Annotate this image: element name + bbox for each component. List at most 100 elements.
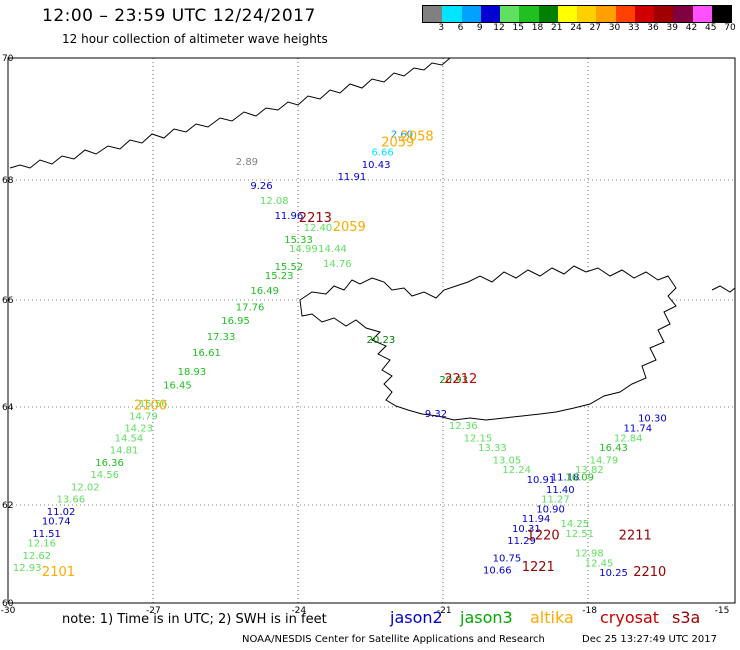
wave-height-value: 10.74 [42,517,71,528]
wave-height-value: 14.99 [289,244,318,255]
wave-height-value: 10.43 [362,160,391,171]
legend-swatch [596,6,616,22]
pass-time-label: 2059 [333,220,366,235]
longitude-label: -15 [715,606,730,616]
legend-label: 9 [476,23,483,33]
pass-time-label: 2210 [633,565,666,580]
wave-height-value: 18.93 [178,367,207,378]
legend-altika: altika [530,608,574,627]
wave-height-value: 14.56 [90,470,119,481]
wave-height-value: 14.23 [124,424,153,435]
wave-height-value: 11.74 [624,424,653,435]
legend-label: 36 [647,23,659,33]
longitude-label: -27 [146,606,161,616]
legend-label: 45 [705,23,717,33]
longitude-label: -21 [437,606,452,616]
wave-height-value: 15.56 [139,399,168,410]
wave-height-value: 12.24 [502,465,531,476]
timestamp: Dec 25 13:27:49 UTC 2017 [582,634,717,645]
wave-height-value: 15.23 [265,271,294,282]
pass-time-label: 2100 [134,398,167,413]
wave-height-value: 10.25 [599,568,628,579]
wave-height-value: 16.45 [163,380,192,391]
legend-label: 27 [589,23,601,33]
wave-height-value: 14.25 [561,519,590,530]
wave-height-value: 12.45 [585,558,614,569]
latitude-labels: 70 68 66 64 62 60 [2,54,14,609]
legend-label: 24 [570,23,582,33]
legend-label: 39 [666,23,678,33]
wave-height-value: 12.84 [614,433,643,444]
legend-swatch [711,6,731,22]
wave-height-value: 10.91 [527,475,556,486]
wave-height-value: 16.09 [565,473,594,484]
wave-height-value: 11.96 [275,211,304,222]
latitude-label: 70 [2,54,14,64]
wave-height-value: 16.95 [221,316,250,327]
iceland-coastline [299,265,677,421]
legend-label: 12 [493,23,505,33]
wave-height-value: 10.75 [493,553,522,564]
wave-height-value: 12.02 [71,482,100,493]
wave-height-value: 12.62 [23,551,52,562]
legend-label: 42 [685,23,698,33]
legend-swatch [634,6,654,22]
map-frame [7,57,736,604]
wave-height-value: 11.02 [47,507,76,518]
wave-height-value: 12.36 [449,421,478,432]
legend-label: 6 [457,23,464,33]
legend-swatch [654,6,674,22]
wave-height-value: 15.33 [284,235,313,246]
longitude-label: -24 [291,606,306,616]
longitude-label: -18 [582,606,597,616]
page-title: 12:00 – 23:59 UTC 12/24/2017 [42,6,316,26]
wave-height-value: 20.23 [367,335,396,346]
legend-label: 18 [531,23,544,33]
wave-height-value: 11.94 [522,514,551,525]
legend-swatch [538,6,558,22]
legend-swatch [557,6,577,22]
wave-height-value: 10.66 [483,566,512,577]
wave-height-value: 11.91 [338,172,367,183]
legend-swatch [673,6,693,22]
wave-height-value: 16.43 [599,443,628,454]
legend-label: 3 [438,23,445,33]
legend-label: 70 [724,23,736,33]
longitude-label: -30 [1,606,16,616]
wave-height-value: 2.60 [391,129,413,140]
latitude-label: 66 [2,296,14,306]
legend-cryosat: cryosat [600,608,660,627]
wave-height-value: 13.05 [493,455,522,466]
wave-height-value: 14.79 [590,455,619,466]
wave-height-value: 12.93 [13,563,42,574]
legend-swatch [615,6,635,22]
latitude-label: 62 [2,501,13,511]
wave-height-labels: 2.606.6610.4311.912.899.2612.0811.9612.4… [13,129,667,579]
legend-s3a: s3a [672,608,701,627]
wave-height-value: 16.49 [250,286,279,297]
wave-height-value: 14.54 [115,433,144,444]
latitude-label: 64 [2,403,14,413]
legend-jason2: jason2 [390,608,443,627]
legend-jason3: jason3 [460,608,513,627]
wave-height-value: 14.81 [110,446,139,457]
wave-height-value: 17.33 [207,332,236,343]
legend-swatch [461,6,481,22]
wave-height-value: 12.08 [260,196,289,207]
pass-time-label: 2059 [381,135,414,150]
legend-swatch [442,6,462,22]
wave-height-value: 13.66 [56,495,85,506]
wave-height-value: 13.82 [575,465,604,476]
wave-height-value: 16.36 [95,458,124,469]
wave-height-value: 12.98 [575,548,604,559]
wave-height-value: 9.32 [425,409,447,420]
wave-height-value: 12.51 [565,529,594,540]
wave-height-value: 11.40 [546,485,575,496]
east-coast-fragment [711,285,736,293]
latitude-label: 68 [2,176,14,186]
legend-label: 21 [551,23,563,33]
wave-height-value: 10.31 [512,524,541,535]
longitude-labels: -30 -27 -24 -21 -18 -15 [1,606,730,616]
